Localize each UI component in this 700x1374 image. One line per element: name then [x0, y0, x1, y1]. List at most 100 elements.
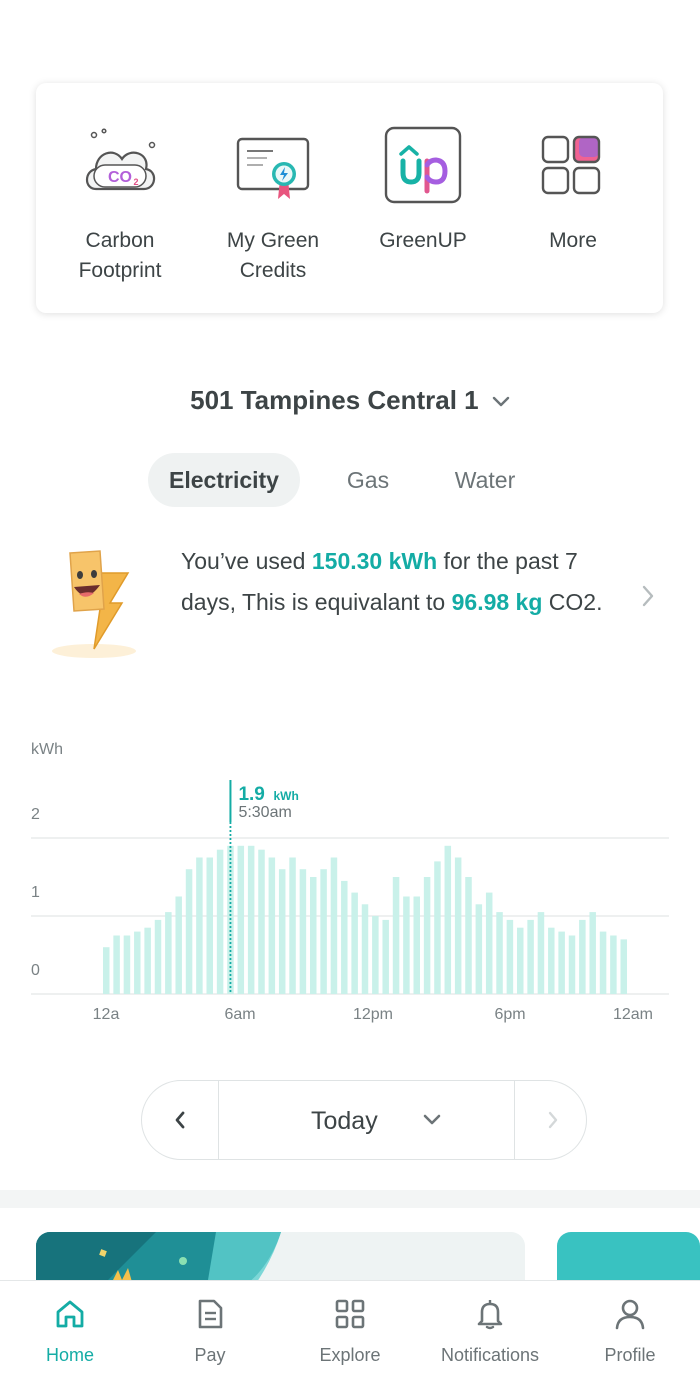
address-label: 501 Tampines Central 1 — [190, 385, 479, 415]
selected-value: 1.9 — [238, 784, 264, 805]
my-green-credits-shortcut[interactable]: My Green Credits — [203, 83, 343, 313]
y-tick-label: 0 — [31, 962, 40, 979]
selected-time: 5:30am — [238, 804, 291, 821]
certificate-icon — [236, 137, 310, 199]
nav-pay[interactable]: Pay — [140, 1281, 280, 1374]
usage-bar[interactable] — [434, 861, 441, 994]
nav-explore[interactable]: Explore — [280, 1281, 420, 1374]
y-axis-unit-label: kWh — [31, 741, 63, 758]
co2-cloud-icon: CO 2 — [85, 128, 156, 191]
usage-bar[interactable] — [351, 892, 358, 994]
promo-banner-art — [36, 1232, 281, 1292]
usage-bar[interactable] — [465, 877, 472, 994]
usage-bar[interactable] — [299, 869, 307, 994]
usage-bar[interactable] — [423, 877, 431, 994]
usage-bar[interactable] — [216, 849, 224, 994]
usage-bar[interactable] — [485, 892, 493, 994]
usage-bar[interactable] — [403, 896, 410, 995]
previous-period-button[interactable] — [142, 1081, 218, 1159]
usage-bar[interactable] — [599, 931, 607, 994]
usage-bar[interactable] — [372, 916, 379, 994]
shortcut-label: More — [549, 229, 597, 252]
tab-water[interactable]: Water — [454, 467, 516, 493]
usage-value: 150.30 kWh — [311, 548, 438, 574]
usage-bar[interactable] — [289, 857, 296, 995]
usage-bar[interactable] — [444, 845, 452, 994]
usage-bar[interactable] — [517, 927, 524, 994]
usage-bar[interactable] — [496, 912, 503, 994]
usage-bar[interactable] — [154, 919, 162, 994]
usage-bar[interactable] — [548, 927, 555, 994]
summary-middle: for the past 7 days, This is equivalant … — [181, 548, 578, 615]
y-tick-label: 1 — [31, 884, 40, 901]
tab-electricity[interactable]: Electricity — [148, 453, 300, 507]
nav-profile[interactable]: Profile — [560, 1281, 700, 1374]
home-icon — [56, 1300, 84, 1328]
usage-bar[interactable] — [568, 935, 576, 995]
nav-home[interactable]: Home — [0, 1281, 140, 1374]
summary-prefix: You’ve used — [181, 548, 312, 574]
usage-bar[interactable] — [620, 939, 628, 994]
carbon-footprint-shortcut[interactable]: CO 2 Carbon Footprint — [50, 83, 190, 313]
usage-bar[interactable] — [206, 857, 214, 995]
co2-value: 96.98 kg — [451, 589, 543, 615]
usage-bar[interactable] — [103, 947, 110, 994]
chevron-down-icon — [423, 1114, 441, 1125]
profile-icon — [615, 1299, 645, 1330]
usage-bar[interactable] — [341, 880, 348, 994]
x-tick-label: 6pm — [494, 1006, 525, 1023]
tab-gas[interactable]: Gas — [346, 467, 390, 493]
nav-label: Home — [45, 1345, 94, 1365]
address-selector[interactable]: 501 Tampines Central 1 — [0, 385, 700, 416]
usage-bar[interactable] — [196, 857, 203, 995]
usage-bar[interactable] — [475, 904, 483, 994]
greenup-logo-icon — [384, 126, 462, 204]
usage-bar[interactable] — [579, 919, 586, 994]
usage-bar[interactable] — [527, 919, 534, 994]
bell-icon — [477, 1300, 503, 1330]
usage-bar[interactable] — [185, 869, 193, 994]
shortcut-label: GreenUP — [379, 229, 467, 252]
usage-bar[interactable] — [123, 935, 131, 995]
usage-bar[interactable] — [113, 935, 120, 995]
svg-text:2: 2 — [133, 177, 138, 187]
greenup-shortcut[interactable]: GreenUP — [353, 83, 493, 313]
usage-bar[interactable] — [361, 904, 369, 994]
x-tick-label: 12a — [93, 1006, 120, 1023]
y-tick-label: 2 — [31, 806, 40, 823]
usage-bar[interactable] — [175, 896, 182, 995]
more-shortcut[interactable]: More — [503, 83, 643, 313]
usage-bar[interactable] — [144, 927, 151, 994]
usage-bar[interactable] — [589, 912, 596, 994]
chevron-left-icon — [175, 1111, 185, 1129]
section-divider — [0, 1190, 700, 1208]
usage-summary[interactable]: You’ve used 150.30 kWh for the past 7 da… — [181, 541, 621, 623]
usage-bar[interactable] — [320, 869, 327, 994]
usage-bar[interactable] — [382, 919, 389, 994]
summary-suffix: CO2. — [542, 589, 603, 615]
usage-bar[interactable] — [558, 931, 565, 994]
x-tick-label: 12am — [613, 1006, 653, 1023]
usage-bar[interactable] — [610, 935, 617, 995]
nav-notifications[interactable]: Notifications — [420, 1281, 560, 1374]
period-dropdown[interactable]: Today — [219, 1081, 514, 1159]
usage-bar[interactable] — [165, 912, 172, 994]
usage-bar[interactable] — [247, 845, 255, 994]
usage-bar[interactable] — [310, 877, 317, 994]
usage-bar[interactable] — [268, 857, 276, 995]
bottom-navigation: Home Pay Explore Notifications Profi — [0, 1280, 700, 1374]
usage-bar[interactable] — [330, 857, 338, 995]
usage-bar[interactable] — [278, 869, 286, 994]
nav-label: Pay — [194, 1345, 226, 1365]
chevron-right-icon — [548, 1111, 558, 1129]
usage-bar[interactable] — [454, 857, 462, 995]
usage-bar[interactable] — [537, 912, 545, 994]
usage-bar[interactable] — [413, 896, 421, 995]
usage-bar[interactable] — [506, 919, 514, 994]
usage-bar[interactable] — [258, 849, 265, 994]
usage-bar[interactable] — [134, 931, 141, 994]
usage-bar[interactable] — [237, 845, 245, 994]
usage-bar[interactable] — [392, 877, 400, 994]
chevron-right-icon[interactable] — [638, 583, 658, 609]
